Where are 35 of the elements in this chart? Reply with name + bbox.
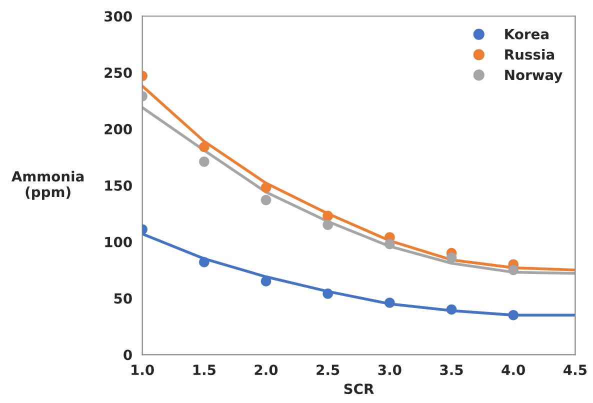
y-axis-title: Ammonia (ppm) xyxy=(11,170,84,200)
point xyxy=(199,142,210,152)
point xyxy=(260,194,272,206)
y-tick-label: 200 xyxy=(104,124,132,134)
x-tick-label: 3.5 xyxy=(440,364,463,376)
legend-label: Korea xyxy=(505,29,548,40)
x-tick-label: 1.5 xyxy=(193,364,216,376)
point xyxy=(322,288,333,299)
x-tick-label: 4.5 xyxy=(564,364,587,376)
x-tick-label: 2.0 xyxy=(254,364,278,376)
point xyxy=(508,264,519,276)
point xyxy=(199,256,210,268)
point xyxy=(322,220,333,230)
y-tick-label: 250 xyxy=(104,68,132,78)
legend-label: Russia xyxy=(505,49,554,60)
legend-label: Norway xyxy=(505,70,562,83)
x-tick-label: 1.0 xyxy=(132,364,154,376)
y-tick-label: 50 xyxy=(114,293,132,304)
y-tick-label: 100 xyxy=(105,236,132,248)
point xyxy=(446,304,457,315)
point xyxy=(508,310,519,320)
y-tick-label: 300 xyxy=(104,11,132,22)
point xyxy=(446,252,457,263)
x-tick-label: 3.0 xyxy=(378,364,402,376)
point xyxy=(260,276,272,286)
x-axis-title: SCR xyxy=(344,384,374,394)
x-tick-label: 2.5 xyxy=(316,364,340,376)
point xyxy=(199,156,210,167)
point xyxy=(384,238,395,250)
point xyxy=(322,210,333,221)
point xyxy=(260,182,272,193)
y-tick-label: 0 xyxy=(124,350,132,360)
point xyxy=(384,298,395,308)
x-tick-label: 4.0 xyxy=(502,364,526,376)
y-tick-label: 150 xyxy=(105,180,132,191)
